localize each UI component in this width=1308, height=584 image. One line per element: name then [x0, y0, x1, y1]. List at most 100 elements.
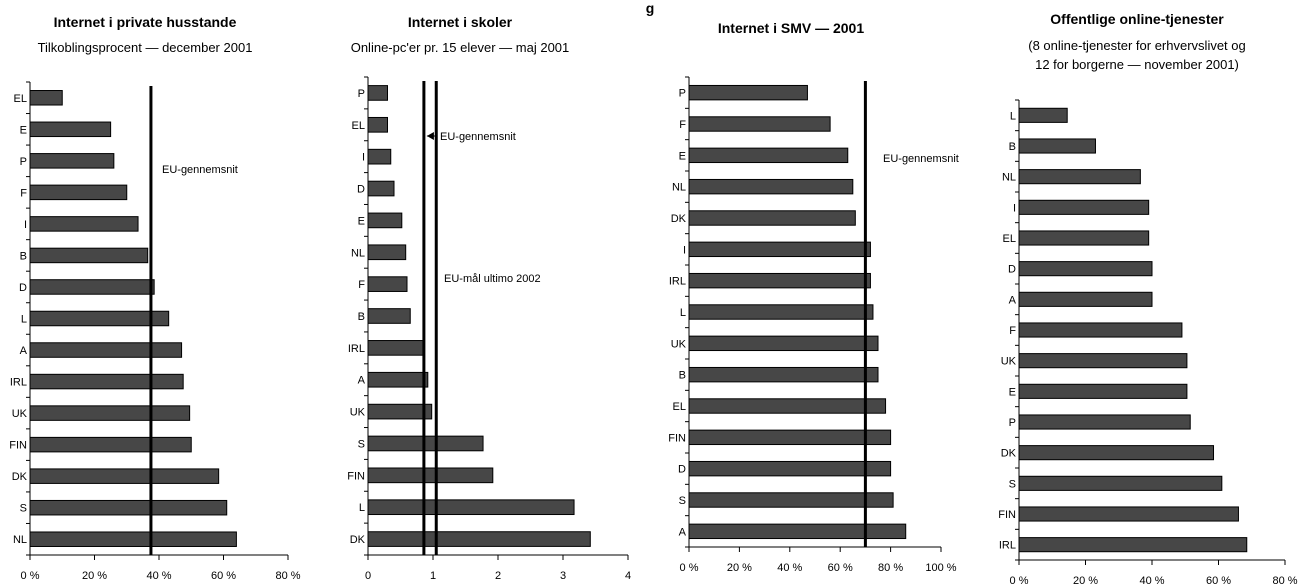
category-label: I	[683, 244, 686, 256]
x-tick-label: 40 %	[777, 562, 802, 574]
panel-title: Internet i skoler	[408, 14, 513, 30]
category-label: IRL	[999, 540, 1016, 552]
bar	[29, 499, 228, 516]
bar	[29, 310, 170, 327]
bar	[367, 403, 433, 420]
category-label: DK	[1001, 448, 1017, 460]
category-label: NL	[13, 534, 27, 546]
bar	[1018, 445, 1215, 461]
x-tick-label: 0 %	[1010, 575, 1029, 584]
category-label: E	[1009, 386, 1016, 398]
bar	[688, 460, 892, 477]
bar	[1018, 107, 1068, 123]
category-label: L	[1010, 110, 1016, 122]
category-label: F	[358, 279, 365, 291]
bar	[688, 429, 892, 446]
category-label: D	[1008, 264, 1016, 276]
category-label: E	[20, 124, 27, 136]
bar	[1018, 199, 1150, 215]
category-label: B	[679, 370, 686, 382]
category-label: IRL	[348, 343, 365, 355]
x-tick-label: 0	[365, 570, 371, 582]
x-tick-label: 20 %	[727, 562, 752, 574]
category-label: L	[680, 307, 686, 319]
bar	[367, 308, 411, 324]
category-label: UK	[671, 338, 687, 350]
category-label: B	[358, 311, 365, 323]
bar	[688, 335, 879, 352]
x-tick-label: 80 %	[1272, 575, 1297, 584]
category-label: I	[1013, 202, 1016, 214]
bar	[688, 398, 887, 414]
category-label: DK	[12, 471, 28, 483]
panel-subtitle: (8 online-tjenester for erhvervslivet og	[1028, 38, 1246, 53]
bar	[1018, 353, 1188, 369]
bar	[29, 247, 149, 264]
bar	[29, 153, 115, 169]
x-tick-label: 40 %	[146, 570, 171, 582]
bar	[1018, 261, 1153, 277]
category-label: EL	[1003, 233, 1016, 245]
category-label: A	[1009, 294, 1017, 306]
category-label: I	[24, 219, 27, 231]
x-tick-label: 60 %	[211, 570, 236, 582]
bar	[1018, 169, 1141, 185]
bar	[688, 116, 831, 132]
category-label: UK	[12, 408, 28, 420]
bar	[688, 523, 907, 540]
x-tick-label: 20 %	[82, 570, 107, 582]
x-tick-label: 60 %	[828, 562, 853, 574]
bar	[367, 148, 392, 165]
annotation-arrowhead	[426, 132, 434, 140]
panel-subtitle: Tilkoblingsprocent — december 2001	[38, 40, 253, 55]
bar	[688, 241, 871, 258]
bar	[688, 492, 894, 508]
bar	[29, 121, 112, 138]
bar	[688, 210, 856, 226]
category-label: F	[679, 119, 686, 131]
bar	[29, 531, 237, 547]
x-tick-label: 60 %	[1206, 575, 1231, 584]
bar	[688, 272, 871, 289]
category-label: UK	[1001, 356, 1017, 368]
category-label: IRL	[10, 377, 27, 389]
category-label: NL	[672, 182, 686, 194]
bar	[367, 467, 494, 484]
bar	[367, 371, 429, 388]
panel-subtitle: 12 for borgerne — november 2001)	[1035, 57, 1239, 72]
x-tick-label: 80 %	[275, 570, 300, 582]
bar	[29, 405, 191, 421]
category-label: F	[20, 187, 27, 199]
category-label: EL	[14, 93, 27, 105]
bar	[688, 84, 808, 101]
x-tick-label: 0 %	[680, 562, 699, 574]
panel-title: Offentlige online-tjenester	[1050, 11, 1224, 27]
category-label: IRL	[669, 276, 686, 288]
bar	[29, 373, 184, 390]
category-label: FIN	[347, 470, 365, 482]
category-label: E	[358, 215, 365, 227]
bar	[1018, 383, 1188, 399]
category-label: P	[1009, 417, 1016, 429]
category-label: D	[19, 282, 27, 294]
bar	[29, 279, 155, 295]
bar	[1018, 138, 1096, 154]
category-label: B	[20, 250, 27, 262]
category-label: A	[679, 526, 687, 538]
bar	[367, 435, 484, 452]
overall-title: g	[646, 0, 655, 16]
panel-subtitle: Online-pc'er pr. 15 elever — maj 2001	[351, 40, 570, 55]
panel-title: Internet i SMV — 2001	[718, 20, 864, 36]
bar	[688, 366, 879, 383]
category-label: S	[20, 503, 27, 515]
category-label: A	[20, 345, 28, 357]
bar	[367, 180, 395, 197]
bar	[29, 184, 128, 201]
x-tick-label: 20 %	[1073, 575, 1098, 584]
category-label: F	[1009, 325, 1016, 337]
category-label: P	[358, 88, 365, 100]
bar	[1018, 475, 1223, 491]
x-tick-label: 3	[560, 570, 566, 582]
bar	[1018, 322, 1183, 338]
